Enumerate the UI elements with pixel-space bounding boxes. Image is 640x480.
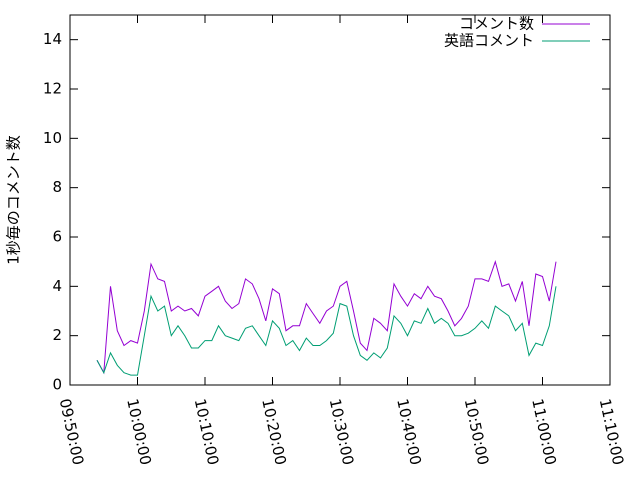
x-tick-label: 10:40:00: [393, 397, 425, 467]
legend-label: コメント数: [459, 15, 534, 33]
y-tick-label: 2: [52, 326, 62, 344]
plot-frame: [69, 14, 611, 386]
y-tick-label: 8: [52, 178, 62, 196]
x-tick-label: 09:50:00: [56, 397, 88, 467]
x-tick-label: 11:00:00: [528, 397, 560, 467]
y-tick-label: 6: [52, 228, 62, 246]
x-tick-label: 10:00:00: [123, 397, 155, 467]
y-tick-label: 4: [52, 277, 62, 295]
series-line: [96, 260, 557, 375]
x-tick-label: 10:50:00: [461, 397, 493, 467]
x-tick-label: 10:20:00: [258, 397, 290, 467]
x-tick-label: 11:10:00: [596, 397, 628, 467]
y-axis-label: 1秒毎のコメント数: [5, 135, 23, 265]
x-tick-label: 10:10:00: [191, 397, 223, 467]
y-tick-label: 12: [43, 80, 62, 98]
series-line: [96, 286, 557, 376]
y-tick-label: 10: [43, 129, 62, 147]
y-tick-label: 0: [52, 376, 62, 394]
legend-label: 英語コメント: [444, 32, 534, 50]
y-tick-label: 14: [43, 30, 62, 48]
x-tick-label: 10:30:00: [326, 397, 358, 467]
